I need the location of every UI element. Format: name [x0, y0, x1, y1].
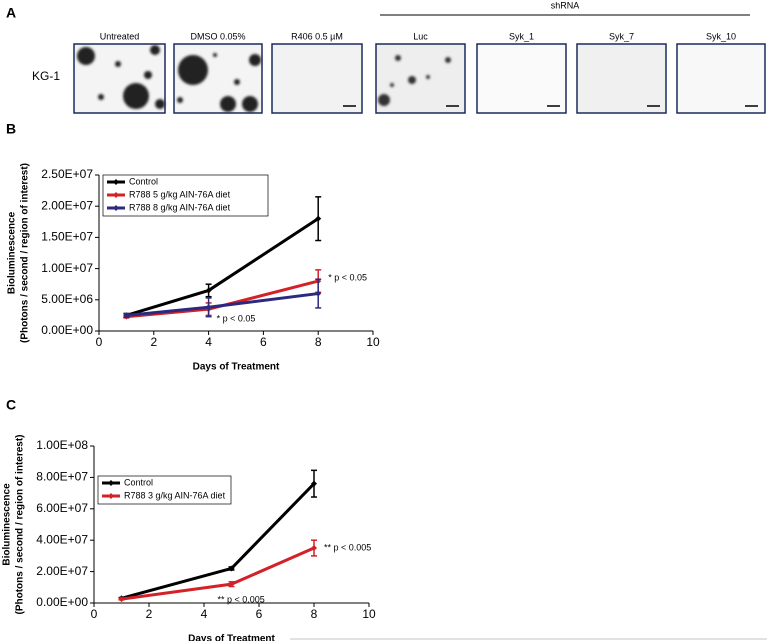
y-tick-label: 6.00E+07	[36, 501, 88, 515]
y-tick-label: 0.00E+00	[41, 323, 93, 337]
point	[315, 215, 322, 222]
micrograph	[476, 43, 567, 114]
micrograph	[576, 43, 667, 114]
micrograph	[73, 43, 166, 114]
x-axis-label: Days of Treatment	[188, 634, 275, 641]
annotation: ** p < 0.005	[218, 595, 265, 605]
image-label: Untreated	[100, 31, 140, 41]
y-tick-label: 1.00E+07	[41, 261, 93, 275]
y-axis-label: Bioluminescence	[2, 483, 13, 566]
point	[315, 290, 322, 297]
image-label: Luc	[413, 31, 428, 41]
micrograph	[271, 43, 363, 114]
legend-label: R788 3 g/kg AIN-76A diet	[124, 490, 226, 500]
y-axis-label: Bioluminescence	[7, 211, 18, 294]
y-tick-label: 1.00E+08	[36, 438, 88, 452]
point	[311, 480, 317, 487]
y-tick-label: 1.50E+07	[41, 230, 93, 244]
x-tick-label: 0	[91, 607, 98, 621]
point	[205, 304, 212, 311]
micrograph	[173, 43, 263, 114]
y-tick-label: 0.00E+00	[36, 595, 88, 609]
annotation: * p < 0.05	[328, 272, 367, 282]
y-axis-label: (Photons / second / region of interest)	[20, 163, 31, 343]
legend-label: Control	[124, 477, 153, 487]
image-label: Syk_1	[509, 31, 534, 41]
legend-marker	[113, 179, 119, 185]
legend-marker	[108, 480, 114, 486]
x-tick-label: 10	[362, 607, 376, 621]
x-tick-label: 8	[315, 335, 322, 349]
group-label: shRNA	[551, 0, 580, 10]
series-line	[126, 292, 319, 317]
panel-label: A	[6, 5, 16, 21]
legend-marker	[108, 493, 114, 499]
row-label: KG-1	[32, 69, 60, 83]
y-tick-label: 2.50E+07	[41, 167, 93, 181]
micrograph	[375, 43, 466, 114]
point	[118, 596, 125, 603]
x-tick-label: 2	[150, 335, 157, 349]
annotation: ** p < 0.005	[324, 542, 371, 552]
legend-box	[97, 475, 232, 505]
x-tick-label: 8	[311, 607, 318, 621]
image-row	[73, 43, 766, 114]
x-tick-label: 0	[96, 335, 103, 349]
x-tick-label: 4	[205, 335, 212, 349]
legend-label: R788 8 g/kg AIN-76A diet	[129, 202, 231, 212]
y-tick-label: 5.00E+06	[41, 292, 93, 306]
y-tick-label: 4.00E+07	[36, 532, 88, 546]
y-axis-label: (Photons / second / region of interest)	[15, 434, 26, 614]
x-axis-label: Days of Treatment	[193, 362, 280, 373]
y-tick-label: 8.00E+07	[36, 470, 88, 484]
point	[228, 581, 235, 588]
legend-label: R788 5 g/kg AIN-76A diet	[129, 189, 231, 199]
panel-label: C	[6, 397, 16, 413]
legend-label: Control	[129, 176, 158, 186]
point	[205, 287, 212, 294]
legend-marker	[113, 192, 119, 198]
image-label: Syk_7	[609, 31, 634, 41]
y-tick-label: 2.00E+07	[41, 198, 93, 212]
point	[311, 545, 317, 552]
point	[228, 565, 235, 572]
x-tick-label: 2	[146, 607, 153, 621]
legend-box	[102, 174, 269, 217]
x-tick-label: 6	[260, 335, 267, 349]
x-tick-label: 4	[201, 607, 208, 621]
image-label: DMSO 0.05%	[190, 31, 245, 41]
series-line	[125, 217, 320, 317]
point	[123, 312, 130, 319]
image-label: R406 0.5 µM	[291, 31, 343, 41]
annotation: * p < 0.05	[217, 314, 256, 324]
micrograph	[676, 43, 766, 114]
x-tick-label: 6	[256, 607, 263, 621]
x-tick-label: 10	[366, 335, 380, 349]
y-tick-label: 2.00E+07	[36, 564, 88, 578]
legend-marker	[113, 205, 119, 211]
image-label: Syk_10	[706, 31, 736, 41]
panel-label: B	[6, 121, 16, 137]
